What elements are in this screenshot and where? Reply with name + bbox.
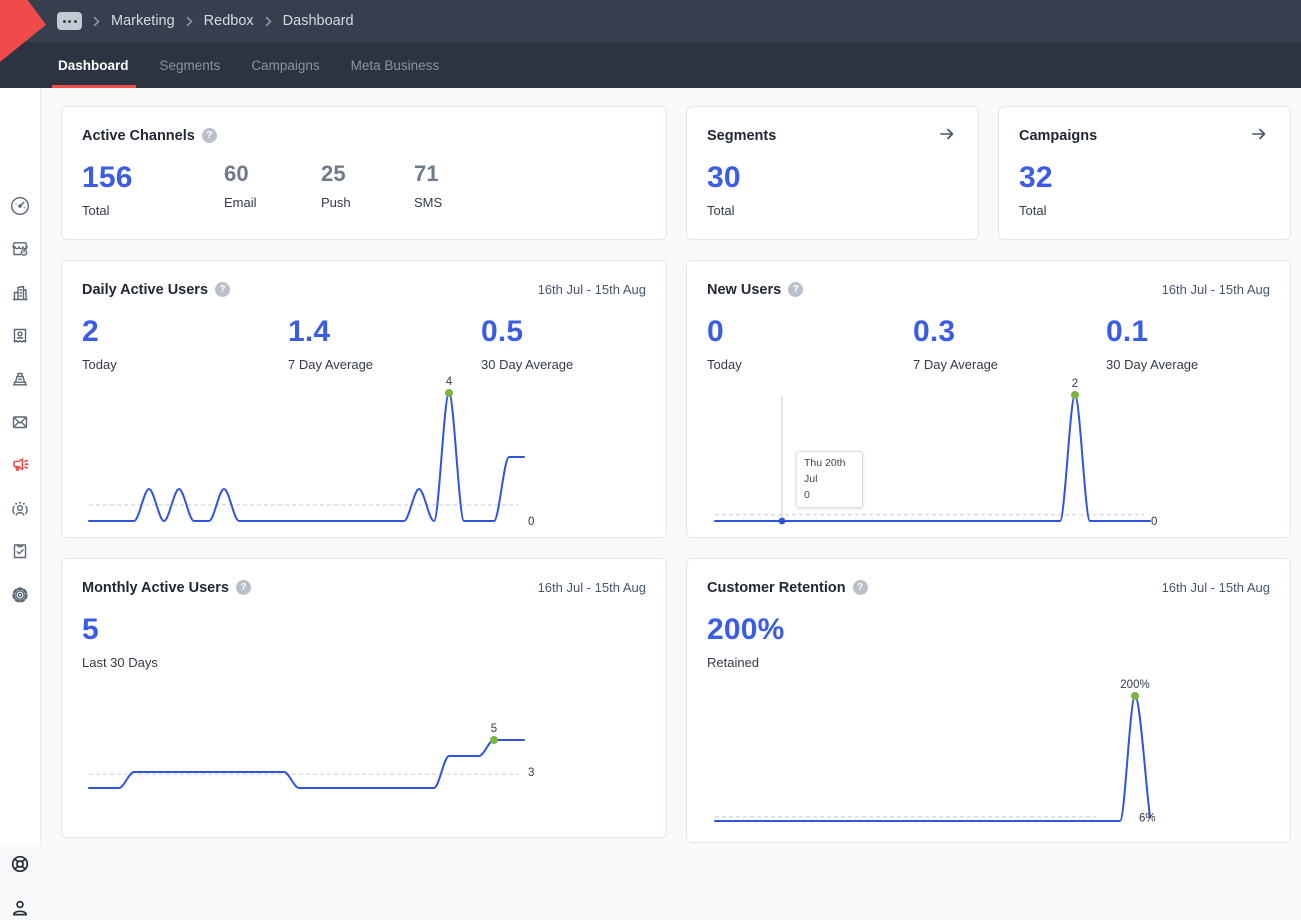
monthly-active-users-chart[interactable]: 53 <box>82 674 651 829</box>
topbar: Marketing Redbox Dashboard <box>0 0 1301 42</box>
card-title: Customer Retention <box>707 580 846 596</box>
stat-sms: 71 <box>414 161 442 187</box>
stat-campaigns-total: 32 <box>1019 161 1053 195</box>
breadcrumb-item-redbox[interactable]: Redbox <box>204 13 254 29</box>
tasks-icon[interactable] <box>8 539 32 563</box>
svg-text:4: 4 <box>446 376 453 388</box>
breadcrumb: Marketing Redbox Dashboard <box>57 0 354 42</box>
campaigns-megaphone-icon[interactable] <box>8 453 32 477</box>
sidebar <box>0 88 41 845</box>
svg-text:0: 0 <box>1151 516 1157 528</box>
dashboard-content: Active Channels ? 156Total 60Email 25Pus… <box>41 88 1301 845</box>
arrow-right-icon[interactable] <box>936 124 958 146</box>
svg-text:5: 5 <box>491 723 497 735</box>
svg-text:200%: 200% <box>1120 679 1149 691</box>
date-range: 16th Jul - 15th Aug <box>1162 282 1270 297</box>
chevron-right-icon <box>186 16 193 27</box>
date-range: 16th Jul - 15th Aug <box>538 580 646 595</box>
chevron-right-icon <box>93 16 100 27</box>
help-icon[interactable]: ? <box>202 128 217 143</box>
tab-campaigns[interactable]: Campaigns <box>250 42 320 88</box>
stat-email: 60 <box>224 161 321 187</box>
segments-card: Segments 30Total <box>686 106 979 240</box>
card-title: Monthly Active Users <box>82 580 229 596</box>
tab-segments[interactable]: Segments <box>159 42 222 88</box>
active-channels-card: Active Channels ? 156Total 60Email 25Pus… <box>61 106 667 240</box>
dashboard-icon[interactable] <box>8 194 32 218</box>
help-icon[interactable]: ? <box>215 282 230 297</box>
svg-text:6%: 6% <box>1139 812 1156 824</box>
card-title: Campaigns <box>1019 128 1097 144</box>
account-icon[interactable] <box>8 896 32 920</box>
card-title: Active Channels <box>82 128 195 144</box>
help-icon[interactable] <box>8 852 32 876</box>
tooltip-value: 0 <box>804 488 855 504</box>
breadcrumb-item-dashboard[interactable]: Dashboard <box>283 13 354 29</box>
svg-text:0: 0 <box>528 516 534 528</box>
ellipsis-icon <box>63 20 66 23</box>
svg-text:2: 2 <box>1072 378 1078 390</box>
monthly-active-users-card: Monthly Active Users ? 16th Jul - 15th A… <box>61 558 667 838</box>
tab-meta-business[interactable]: Meta Business <box>350 42 441 88</box>
breadcrumb-menu-button[interactable] <box>57 12 82 30</box>
card-title: Daily Active Users <box>82 282 208 298</box>
invoice-icon[interactable] <box>8 324 32 348</box>
stat-push: 25 <box>321 161 414 187</box>
customer-retention-chart[interactable]: 200% 6% <box>707 674 1275 829</box>
company-icon[interactable] <box>8 281 32 305</box>
campaigns-card: Campaigns 32Total <box>998 106 1291 240</box>
stat-segments-total: 30 <box>707 161 741 195</box>
customer-retention-card: Customer Retention ? 16th Jul - 15th Aug… <box>686 558 1291 843</box>
date-range: 16th Jul - 15th Aug <box>538 282 646 297</box>
new-users-chart[interactable]: Thu 20th Jul 0 2 0 <box>707 376 1275 531</box>
store-icon[interactable] <box>8 237 32 261</box>
card-title: Segments <box>707 128 776 144</box>
tooltip-date: Thu 20th Jul <box>804 456 855 488</box>
settings-icon[interactable] <box>8 583 32 607</box>
help-icon[interactable]: ? <box>853 580 868 595</box>
daily-active-users-chart[interactable]: 40 <box>82 376 651 531</box>
date-range: 16th Jul - 15th Aug <box>1162 580 1270 595</box>
svg-text:3: 3 <box>528 767 534 779</box>
new-users-card: New Users ? 16th Jul - 15th Aug 0Today 0… <box>686 260 1291 538</box>
chart-tooltip: Thu 20th Jul 0 <box>796 451 863 508</box>
arrow-right-icon[interactable] <box>1248 124 1270 146</box>
email-icon[interactable] <box>8 410 32 434</box>
pos-icon[interactable] <box>8 367 32 391</box>
help-icon[interactable]: ? <box>236 580 251 595</box>
help-icon[interactable]: ? <box>788 282 803 297</box>
tab-bar: Dashboard Segments Campaigns Meta Busine… <box>0 42 1301 88</box>
daily-active-users-card: Daily Active Users ? 16th Jul - 15th Aug… <box>61 260 667 538</box>
tab-dashboard[interactable]: Dashboard <box>57 42 130 88</box>
card-title: New Users <box>707 282 781 298</box>
stat-total: 156 <box>82 161 224 195</box>
team-icon[interactable] <box>8 497 32 521</box>
chevron-right-icon <box>265 16 272 27</box>
breadcrumb-item-marketing[interactable]: Marketing <box>111 13 175 29</box>
